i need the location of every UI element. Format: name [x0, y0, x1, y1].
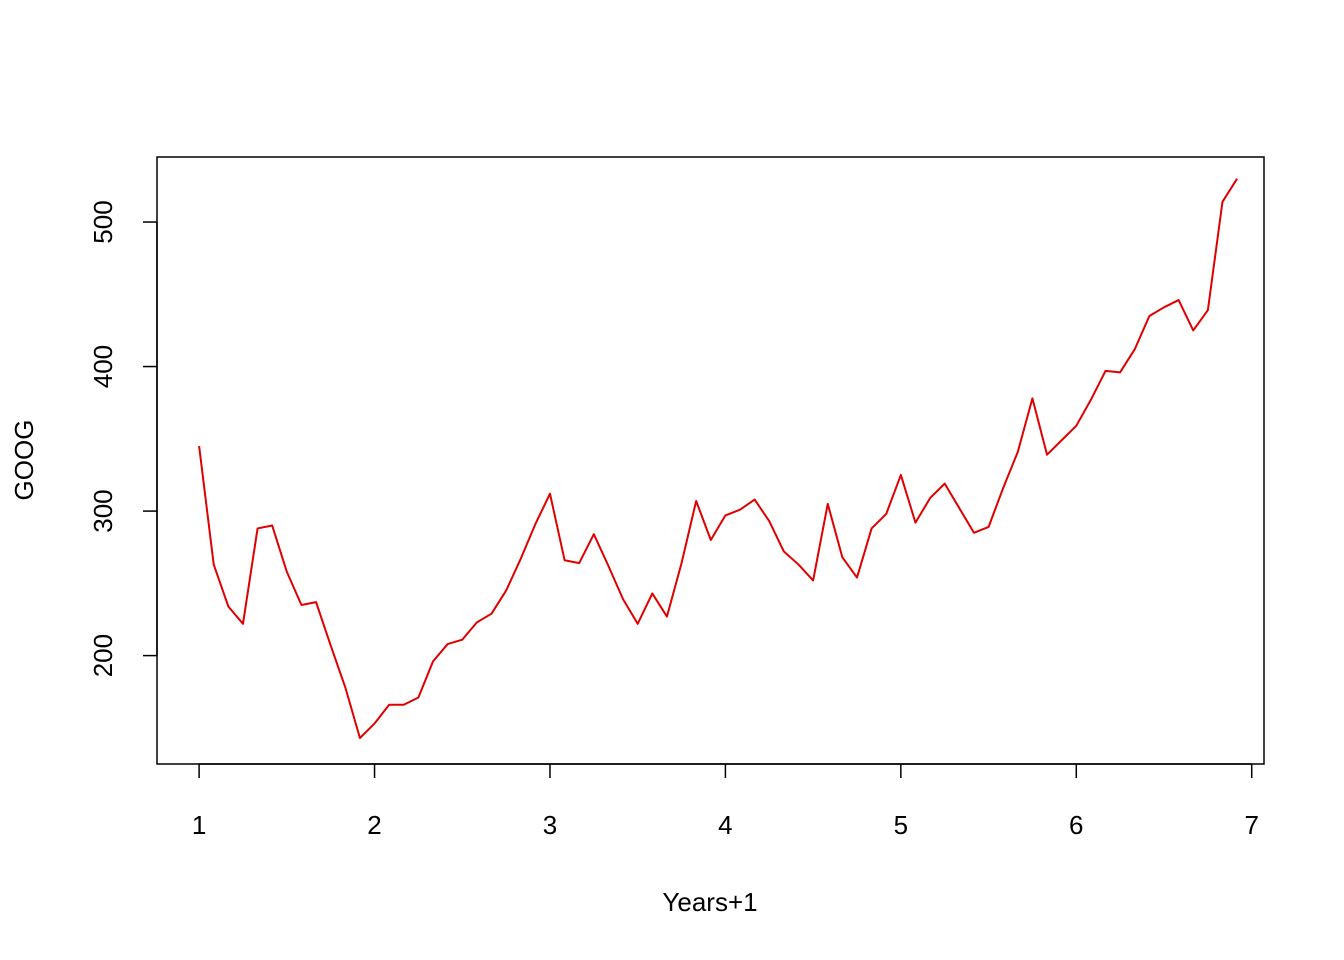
y-axis-title: GOOG — [9, 420, 39, 501]
y-tick-label: 400 — [88, 345, 118, 388]
x-tick-label: 4 — [718, 810, 732, 840]
y-axis: 200 300 400 500 — [88, 200, 158, 677]
x-tick-label: 5 — [894, 810, 908, 840]
series-layer — [198, 178, 1238, 739]
x-tick-label: 2 — [367, 810, 381, 840]
x-tick-label: 1 — [192, 810, 206, 840]
x-tick-label: 6 — [1069, 810, 1083, 840]
x-tick-label: 7 — [1244, 810, 1258, 840]
plot-frame — [156, 156, 1265, 765]
x-axis: 1 2 3 4 5 6 7 — [192, 763, 1259, 840]
series-line — [198, 178, 1238, 739]
y-tick-label: 300 — [88, 489, 118, 532]
x-axis-title: Years+1 — [662, 887, 757, 917]
x-tick-label: 3 — [543, 810, 557, 840]
y-tick-label: 200 — [88, 634, 118, 677]
y-tick-label: 500 — [88, 200, 118, 243]
